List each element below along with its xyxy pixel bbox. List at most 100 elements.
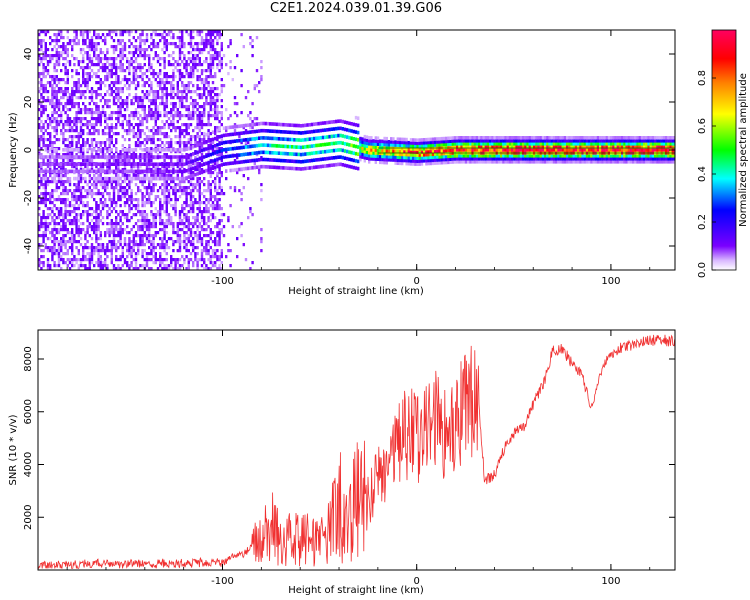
heatmap-cell [189, 117, 193, 121]
heatmap-cell [95, 216, 98, 220]
heatmap-cell [106, 99, 109, 103]
heatmap-cell [313, 129, 316, 134]
heatmap-cell [220, 219, 223, 223]
heatmap-cell [55, 155, 58, 159]
heatmap-cell [55, 159, 58, 163]
heatmap-cell [159, 72, 162, 76]
heatmap-cell [236, 54, 239, 58]
heatmap-cell [181, 204, 184, 208]
heatmap-cell [110, 210, 113, 214]
heatmap-cell [73, 219, 76, 223]
heatmap-cell [86, 81, 89, 85]
heatmap-cell [73, 210, 76, 214]
heatmap-cell [178, 219, 182, 223]
heatmap-cell [211, 114, 215, 118]
heatmap-cell [64, 123, 67, 127]
heatmap-cell [64, 169, 67, 174]
heatmap-cell [106, 150, 109, 154]
heatmap-cell [79, 96, 83, 100]
heatmap-cell [165, 135, 168, 139]
heatmap-cell [82, 204, 85, 208]
heatmap-cell [211, 261, 215, 265]
heatmap-cell [165, 176, 168, 181]
heatmap-cell [117, 240, 120, 244]
heatmap-cell [51, 201, 54, 205]
heatmap-cell [167, 189, 171, 193]
heatmap-cell [68, 93, 72, 97]
heatmap-cell [60, 102, 63, 106]
heatmap-cell [262, 143, 265, 147]
heatmap-cell [304, 166, 307, 171]
heatmap-cell [277, 151, 281, 155]
heatmap-cell [115, 69, 118, 73]
heatmap-cell [53, 159, 56, 163]
heatmap-cell [277, 165, 281, 170]
heatmap-cell [445, 160, 448, 165]
heatmap-cell [407, 152, 410, 157]
heatmap-cell [93, 169, 96, 174]
heatmap-cell [156, 195, 160, 199]
heatmap-cell [420, 147, 424, 151]
heatmap-cell [198, 105, 201, 109]
heatmap-cell [97, 117, 100, 121]
heatmap-cell [165, 45, 168, 49]
heatmap-cell [82, 69, 85, 73]
heatmap-cell [420, 141, 424, 145]
heatmap-cell [236, 102, 239, 106]
heatmap-cell [207, 267, 210, 270]
heatmap-cell [183, 141, 186, 145]
heatmap-cell [40, 108, 43, 112]
heatmap-cell [161, 258, 164, 262]
heatmap-cell [97, 249, 100, 253]
heatmap-cell [192, 171, 195, 175]
heatmap-cell [44, 243, 47, 247]
heatmap-cell [302, 138, 305, 142]
heatmap-cell [55, 36, 58, 40]
heatmap-cell [174, 258, 177, 262]
heatmap-cell [295, 152, 298, 157]
heatmap-cell [51, 96, 54, 100]
heatmap-cell [73, 90, 76, 94]
heatmap-cell [44, 174, 47, 178]
heatmap-cell [205, 252, 208, 256]
heatmap-cell [126, 243, 129, 247]
heatmap-cell [108, 138, 111, 142]
heatmap-cell [187, 180, 190, 184]
heatmap-cell [368, 148, 371, 152]
heatmap-cell [264, 165, 267, 169]
heatmap-cell [99, 144, 102, 148]
heatmap-cell [95, 153, 98, 157]
heatmap-cell [112, 228, 116, 232]
heatmap-cell [326, 135, 329, 139]
heatmap-cell [137, 45, 140, 49]
heatmap-cell [121, 57, 124, 61]
heatmap-cell [198, 96, 201, 100]
heatmap-cell [46, 30, 50, 34]
heatmap-cell [145, 36, 149, 40]
heatmap-cell [77, 90, 80, 94]
heatmap-cell [379, 157, 382, 162]
heatmap-cell [189, 160, 193, 164]
heatmap-cell [68, 213, 72, 217]
heatmap-cell [134, 255, 138, 259]
heatmap-cell [445, 142, 448, 147]
heatmap-cell [203, 195, 206, 199]
heatmap-cell [108, 129, 111, 133]
heatmap-cell [427, 149, 430, 154]
heatmap-cell [73, 207, 76, 211]
heatmap-cell [328, 163, 331, 168]
heatmap-cell [401, 149, 404, 154]
heatmap-cell [431, 140, 435, 145]
heatmap-cell [75, 148, 78, 152]
heatmap-cell [181, 162, 184, 166]
heatmap-cell [150, 135, 153, 139]
heatmap-cell [90, 207, 94, 211]
heatmap-cell [60, 96, 63, 100]
heatmap-cell [203, 69, 206, 73]
heatmap-cell [194, 198, 197, 202]
heatmap-cell [40, 219, 43, 223]
heatmap-cell [172, 90, 175, 94]
heatmap-cell [231, 125, 234, 129]
heatmap-cell [82, 249, 85, 253]
heatmap-cell [141, 219, 144, 223]
